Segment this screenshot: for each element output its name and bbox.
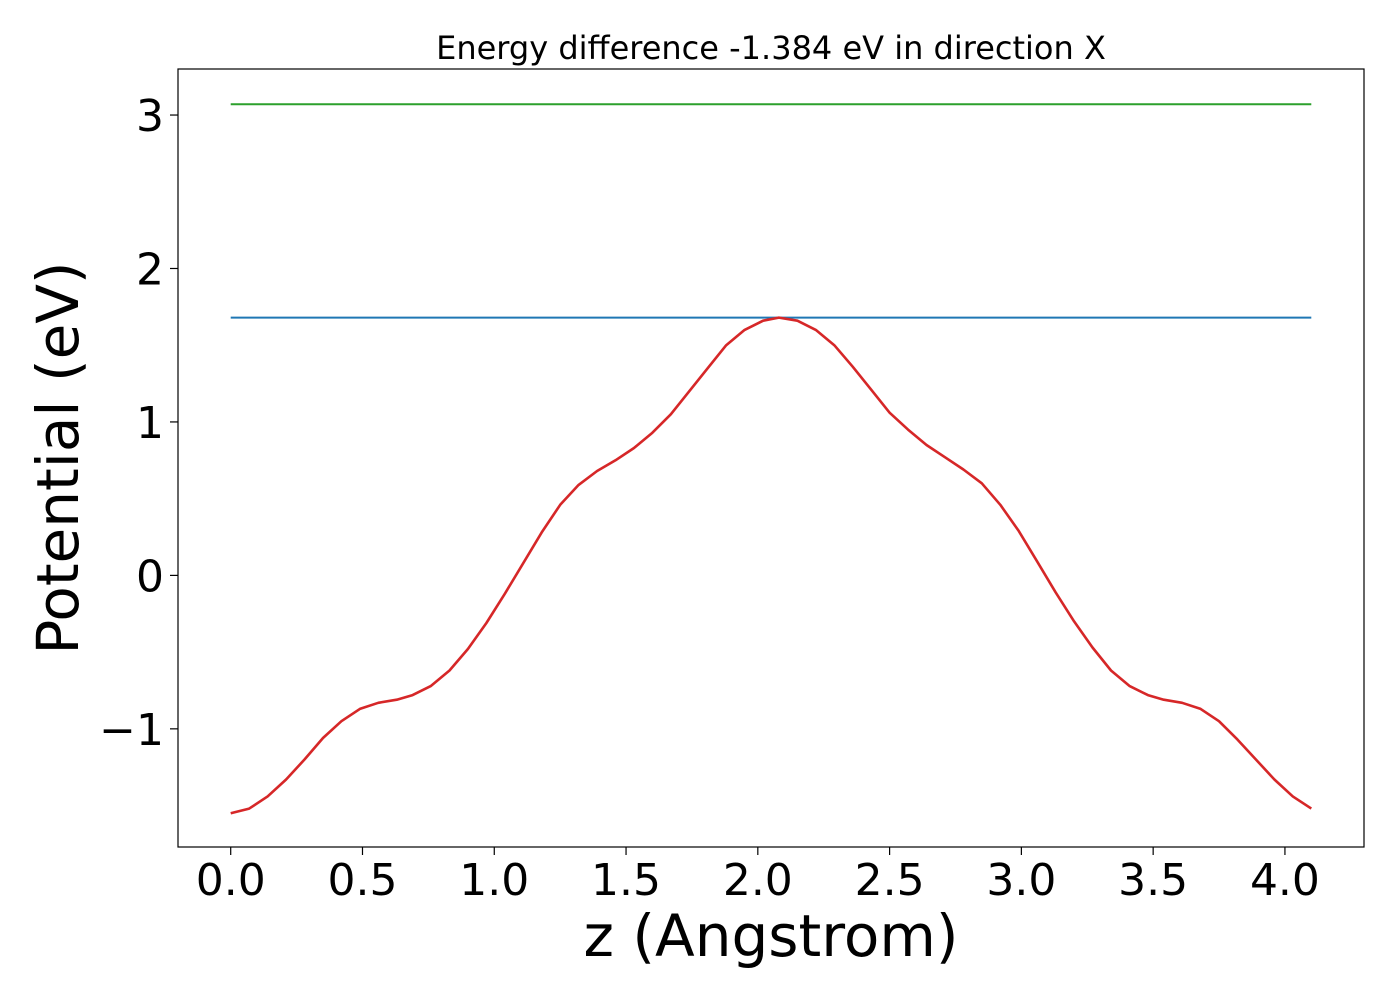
x-axis-ticks: 0.0 0.5 1.0 1.5 2.0 2.5 3.0 3.5 4.0: [196, 847, 1320, 906]
x-tick-label: 3.5: [1118, 855, 1188, 906]
y-axis-ticks: −1 0 1 2 3: [99, 91, 178, 756]
plot-frame: [177, 68, 1365, 848]
x-tick-label: 3.0: [986, 855, 1056, 906]
y-tick-label: −1: [99, 705, 164, 756]
y-tick-label: 0: [136, 551, 164, 602]
x-tick-label: 2.0: [723, 855, 793, 906]
chart-title: Energy difference -1.384 eV in direction…: [436, 29, 1106, 67]
series-line-3: [230, 316, 1313, 815]
series-layer: [230, 103, 1313, 815]
x-tick-label: 0.5: [327, 855, 397, 906]
y-axis-label: Potential (eV): [24, 261, 92, 654]
x-tick-label: 2.5: [855, 855, 925, 906]
x-tick-label: 1.0: [459, 855, 529, 906]
x-tick-label: 0.0: [196, 855, 266, 906]
y-tick-label: 3: [136, 91, 164, 142]
x-tick-label: 1.5: [591, 855, 661, 906]
x-tick-label: 4.0: [1250, 855, 1320, 906]
y-tick-label: 2: [136, 244, 164, 295]
y-tick-label: 1: [136, 398, 164, 449]
x-axis-label: z (Angstrom): [584, 902, 959, 970]
